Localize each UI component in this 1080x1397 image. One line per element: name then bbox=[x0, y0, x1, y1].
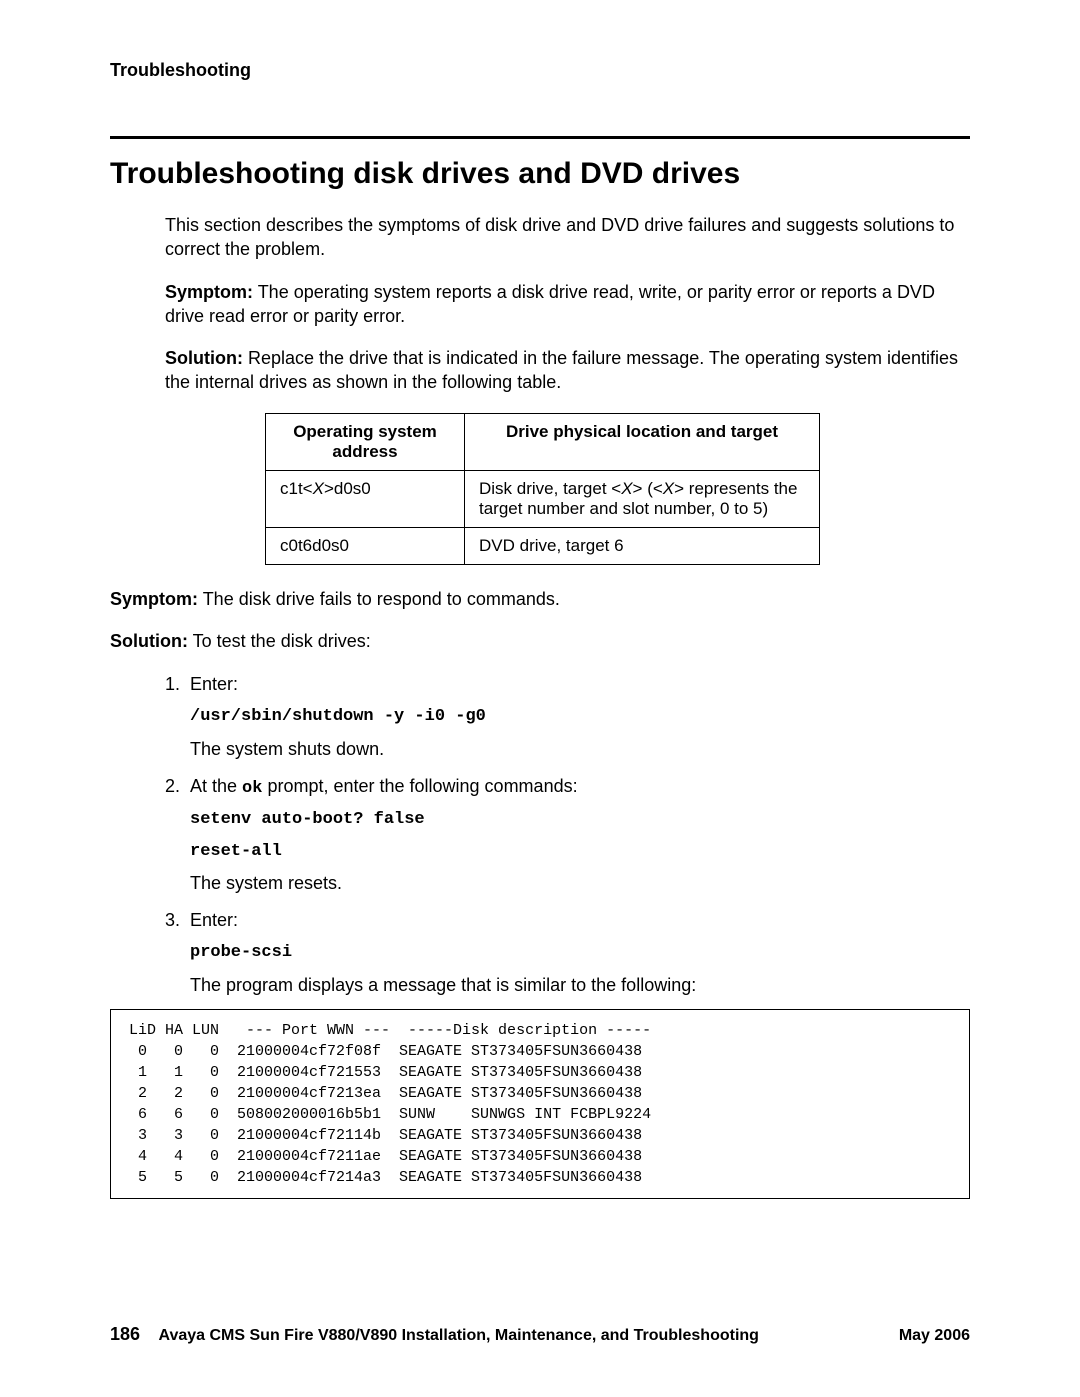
solution-label: Solution: bbox=[110, 631, 188, 651]
footer-left: 186 Avaya CMS Sun Fire V880/V890 Install… bbox=[110, 1324, 759, 1345]
solution-text: Replace the drive that is indicated in t… bbox=[165, 348, 958, 392]
s2-ok: ok bbox=[242, 779, 262, 798]
steps-list: Enter: /usr/sbin/shutdown -y -i0 -g0 The… bbox=[155, 671, 970, 999]
symptom-text: The disk drive fails to respond to comma… bbox=[198, 589, 560, 609]
s2-pre: At the bbox=[190, 776, 242, 796]
table-cell-location: Disk drive, target <X> (<X> represents t… bbox=[465, 470, 820, 527]
table-cell-address: c0t6d0s0 bbox=[266, 527, 465, 564]
step-command: probe-scsi bbox=[190, 940, 970, 966]
table-row: c1t<X>d0s0 Disk drive, target <X> (<X> r… bbox=[266, 470, 820, 527]
table-cell-address: c1t<X>d0s0 bbox=[266, 470, 465, 527]
table-header-col1: Operating system address bbox=[266, 413, 465, 470]
running-header: Troubleshooting bbox=[110, 60, 970, 81]
table-header-col2: Drive physical location and target bbox=[465, 413, 820, 470]
footer-date: May 2006 bbox=[899, 1327, 970, 1345]
symptom-text: The operating system reports a disk driv… bbox=[165, 282, 935, 326]
step-text: Enter: bbox=[190, 907, 970, 934]
page-number: 186 bbox=[110, 1324, 140, 1344]
step-command: /usr/sbin/shutdown -y -i0 -g0 bbox=[190, 704, 970, 730]
terminal-output-box: LiD HA LUN --- Port WWN --- -----Disk de… bbox=[110, 1009, 970, 1199]
section-title: Troubleshooting disk drives and DVD driv… bbox=[110, 157, 970, 191]
solution-2: Solution: To test the disk drives: bbox=[110, 629, 970, 653]
footer-title: Avaya CMS Sun Fire V880/V890 Installatio… bbox=[159, 1327, 759, 1344]
terminal-output: LiD HA LUN --- Port WWN --- -----Disk de… bbox=[129, 1020, 951, 1188]
step-text: At the ok prompt, enter the following co… bbox=[190, 773, 970, 802]
loc-var2: X bbox=[663, 479, 674, 498]
solution-1: Solution: Replace the drive that is indi… bbox=[165, 346, 970, 395]
drive-table: Operating system address Drive physical … bbox=[265, 413, 820, 565]
symptom-1: Symptom: The operating system reports a … bbox=[165, 280, 970, 329]
symptom-label: Symptom: bbox=[165, 282, 253, 302]
addr-pre: c1t< bbox=[280, 479, 313, 498]
symptom-label: Symptom: bbox=[110, 589, 198, 609]
step-command: setenv auto-boot? false bbox=[190, 807, 970, 833]
loc-pre: Disk drive, target < bbox=[479, 479, 621, 498]
solution-text: To test the disk drives: bbox=[188, 631, 371, 651]
step-text: Enter: bbox=[190, 671, 970, 698]
intro-paragraph: This section describes the symptoms of d… bbox=[165, 213, 970, 262]
solution-label: Solution: bbox=[165, 348, 243, 368]
step-result: The system shuts down. bbox=[190, 736, 970, 763]
page-footer: 186 Avaya CMS Sun Fire V880/V890 Install… bbox=[110, 1324, 970, 1345]
step-result: The program displays a message that is s… bbox=[190, 972, 970, 999]
loc-mid: > (< bbox=[633, 479, 663, 498]
table-header-row: Operating system address Drive physical … bbox=[266, 413, 820, 470]
addr-post: >d0s0 bbox=[324, 479, 371, 498]
symptom-2: Symptom: The disk drive fails to respond… bbox=[110, 587, 970, 611]
addr-var: X bbox=[313, 479, 324, 498]
page: Troubleshooting Troubleshooting disk dri… bbox=[0, 0, 1080, 1397]
s2-post: prompt, enter the following commands: bbox=[262, 776, 577, 796]
table-cell-location: DVD drive, target 6 bbox=[465, 527, 820, 564]
step-result: The system resets. bbox=[190, 870, 970, 897]
loc-var1: X bbox=[621, 479, 632, 498]
step-2: At the ok prompt, enter the following co… bbox=[185, 773, 970, 898]
horizontal-rule bbox=[110, 136, 970, 139]
step-3: Enter: probe-scsi The program displays a… bbox=[185, 907, 970, 999]
step-command: reset-all bbox=[190, 839, 970, 865]
body-content: This section describes the symptoms of d… bbox=[165, 213, 970, 565]
step-1: Enter: /usr/sbin/shutdown -y -i0 -g0 The… bbox=[185, 671, 970, 763]
table-row: c0t6d0s0 DVD drive, target 6 bbox=[266, 527, 820, 564]
